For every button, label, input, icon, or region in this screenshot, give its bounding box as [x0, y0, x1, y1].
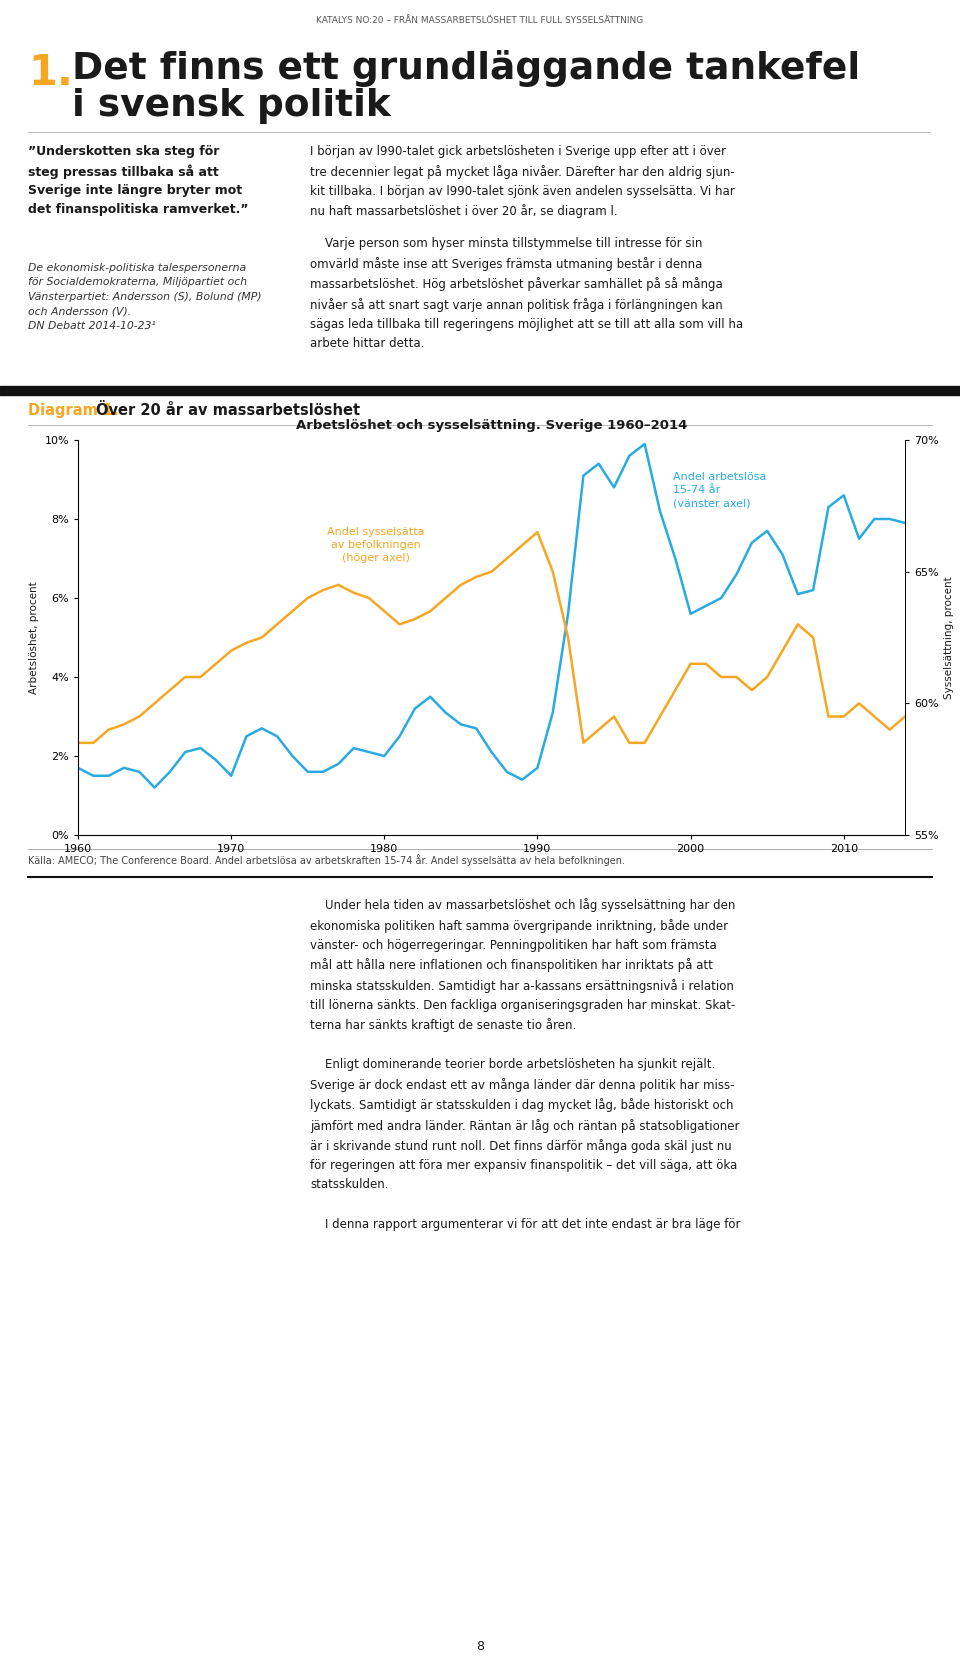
Title: Arbetslöshet och sysselsättning. Sverige 1960–2014: Arbetslöshet och sysselsättning. Sverige… [296, 419, 687, 432]
Text: 1.: 1. [28, 52, 73, 95]
Text: Över 20 år av massarbetslöshet: Över 20 år av massarbetslöshet [96, 402, 360, 419]
Text: Diagram 1.: Diagram 1. [28, 402, 119, 419]
Text: Det finns ett grundläggande tankefel: Det finns ett grundläggande tankefel [72, 50, 860, 86]
Text: Källa: AMECO; The Conference Board. Andel arbetslösa av arbetskraften 15-74 år. : Källa: AMECO; The Conference Board. Ande… [28, 854, 625, 866]
Text: Andel arbetslösa
15-74 år
(vänster axel): Andel arbetslösa 15-74 år (vänster axel) [673, 472, 767, 509]
Y-axis label: Arbetslöshet, procent: Arbetslöshet, procent [29, 582, 38, 693]
Text: ”Underskotten ska steg för
steg pressas tillbaka så att
Sverige inte längre bryt: ”Underskotten ska steg för steg pressas … [28, 145, 249, 216]
Text: Enligt dominerande teorier borde arbetslösheten ha sjunkit rejält.
Sverige är do: Enligt dominerande teorier borde arbetsl… [310, 1059, 739, 1192]
Text: Under hela tiden av massarbetslöshet och låg sysselsättning har den
ekonomiska p: Under hela tiden av massarbetslöshet och… [310, 897, 735, 1032]
Y-axis label: Sysselsättning, procent: Sysselsättning, procent [945, 577, 954, 700]
Text: I denna rapport argumenterar vi för att det inte endast är bra läge för: I denna rapport argumenterar vi för att … [310, 1218, 740, 1232]
Text: De ekonomisk-politiska talespersonerna
för Socialdemokraterna, Miljöpartiet och
: De ekonomisk-politiska talespersonerna f… [28, 263, 261, 331]
Text: Varje person som hyser minsta tillstymmelse till intresse för sin
omvärld måste : Varje person som hyser minsta tillstymme… [310, 238, 743, 349]
Text: Andel sysselsätta
av befolkningen
(höger axel): Andel sysselsätta av befolkningen (höger… [327, 527, 424, 563]
Text: KATALYS NO:20 – FRÅN MASSARBETSLÖSHET TILL FULL SYSSELSÄTTNING: KATALYS NO:20 – FRÅN MASSARBETSLÖSHET TI… [317, 17, 643, 25]
Text: i svensk politik: i svensk politik [72, 88, 391, 125]
Text: I början av l990-talet gick arbetslösheten i Sverige upp efter att i över
tre de: I början av l990-talet gick arbetslöshet… [310, 145, 734, 218]
Text: 8: 8 [476, 1640, 484, 1654]
